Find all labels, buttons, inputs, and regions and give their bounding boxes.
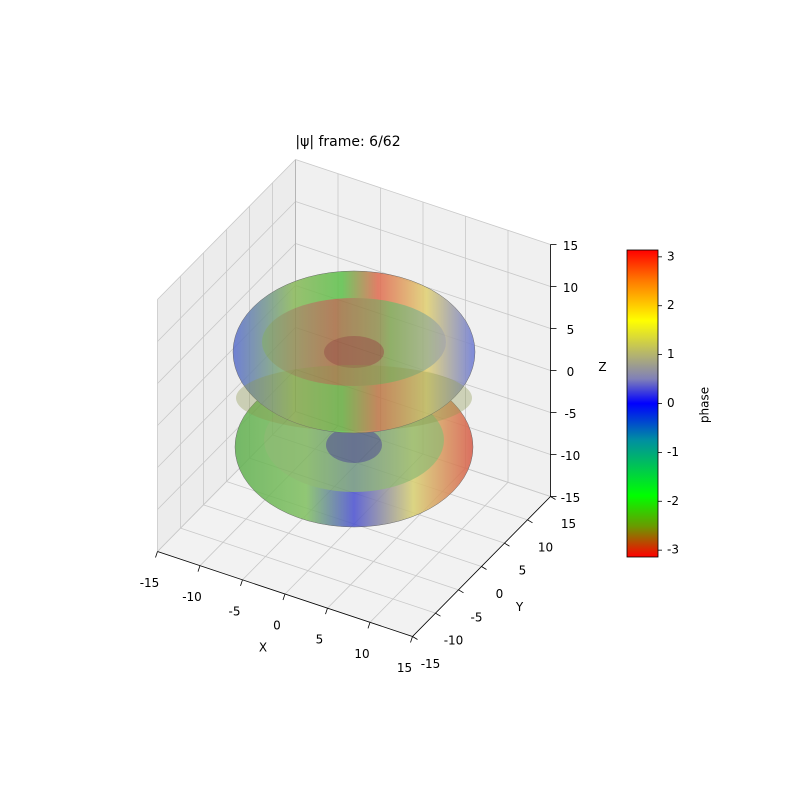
grid-line [157, 243, 296, 384]
x-tick-label: -5 [229, 604, 241, 618]
colorbar-label: phase [698, 387, 712, 423]
z-tick-label: 10 [563, 281, 578, 295]
y-tick-label: 0 [496, 587, 504, 601]
colorbar-tick-label: -1 [667, 445, 679, 459]
z-tick-label: 5 [567, 323, 575, 337]
upper-hole [324, 336, 384, 368]
lower-hole [326, 427, 382, 463]
colorbar-tick-label: 1 [667, 347, 675, 361]
colorbar-tick-label: 3 [667, 249, 675, 263]
grid-line [157, 159, 296, 300]
grid-line [295, 159, 551, 245]
x-tick [410, 636, 413, 643]
x-tick [197, 565, 201, 572]
x-tick [325, 608, 328, 615]
x-tick-label: -15 [140, 576, 160, 590]
x-tick [155, 551, 158, 558]
y-tick [481, 566, 487, 570]
y-tick [435, 612, 441, 617]
grid-line [295, 201, 551, 287]
x-tick [240, 579, 243, 586]
z-tick-label: -15 [561, 491, 581, 505]
y-axis-label: Y [515, 600, 524, 614]
x-tick-label: 5 [316, 633, 324, 647]
surface [232, 270, 476, 528]
grid-line [180, 527, 436, 614]
x-axis-label: X [259, 641, 267, 655]
y-tick-label: -15 [421, 657, 441, 671]
x-tick-label: 0 [273, 619, 281, 633]
y-tick-label: -5 [471, 610, 483, 624]
grid-line [203, 504, 459, 591]
colorbar-tick-label: -2 [667, 494, 679, 508]
y-tick-label: 5 [519, 564, 527, 578]
z-tick-label: 0 [567, 365, 575, 379]
z-tick-label: -10 [561, 449, 581, 463]
z-axis-label: Z [598, 360, 606, 374]
x-axis-line [157, 551, 413, 637]
y-tick-label: 10 [538, 540, 553, 554]
z-tick-label: 15 [563, 239, 578, 253]
x-tick-label: -10 [182, 590, 202, 604]
grid-line [157, 201, 296, 342]
x-tick-label: 10 [354, 647, 369, 661]
z-tick-label: -5 [565, 407, 577, 421]
colorbar-tick-label: 2 [667, 298, 675, 312]
y-tick [527, 519, 533, 524]
y-tick [504, 542, 510, 547]
y-tick [412, 636, 418, 640]
colorbar-tick-label: 0 [667, 396, 675, 410]
x-tick [282, 593, 286, 601]
x-tick [367, 622, 371, 629]
y-tick-label: -10 [444, 634, 464, 648]
y-tick [458, 589, 464, 594]
y-tick-label: 15 [561, 517, 576, 531]
colorbar-tick-label: -3 [667, 543, 679, 557]
y-tick [550, 496, 556, 500]
upper-torus-bottom [236, 365, 472, 431]
colorbar [626, 249, 659, 558]
chart-title: |ψ| frame: 6/62 [295, 134, 400, 150]
x-tick-label: 15 [397, 661, 412, 675]
y-axis-line [412, 496, 551, 637]
